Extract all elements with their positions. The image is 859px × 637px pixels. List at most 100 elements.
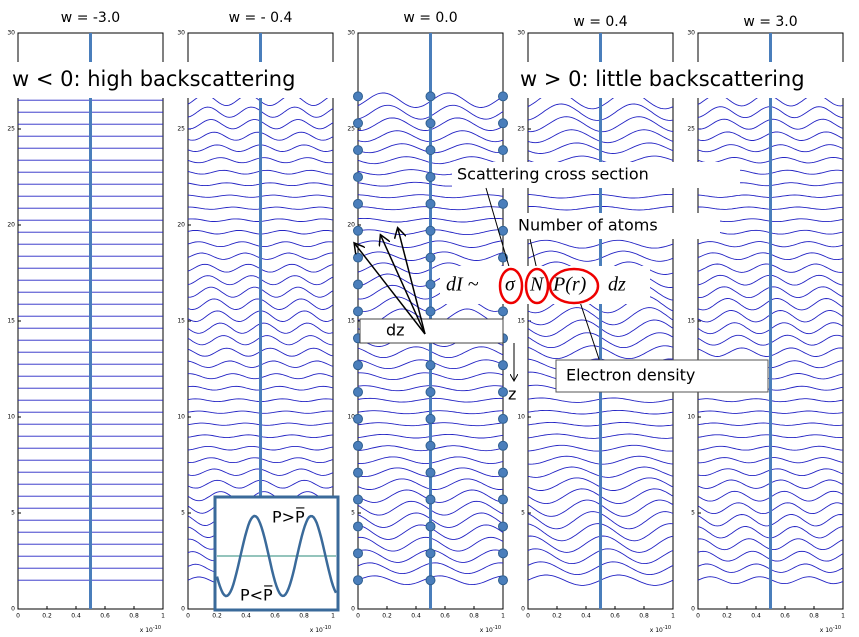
atom xyxy=(353,198,363,209)
y-tick-label: 30 xyxy=(517,30,525,37)
leader xyxy=(485,187,511,271)
atom xyxy=(353,467,363,478)
atom xyxy=(353,548,363,559)
label-bg xyxy=(555,359,769,393)
x-tick-label: 0 xyxy=(356,613,360,620)
atom xyxy=(425,521,436,532)
x-tick-label: 0.4 xyxy=(751,613,761,620)
label-bg xyxy=(452,162,740,188)
z-label: z xyxy=(508,385,516,404)
x-multiplier-exp: -10 xyxy=(153,625,161,631)
y-tick-label: 0 xyxy=(181,606,185,613)
atom xyxy=(353,413,363,424)
y-tick-label: 0 xyxy=(691,606,695,613)
atom xyxy=(353,91,363,102)
leader xyxy=(579,301,601,363)
formula: dI ~ xyxy=(446,274,479,296)
x-tick-label: 0 xyxy=(16,613,20,620)
atom xyxy=(353,360,363,371)
x-multiplier-base: x 10 xyxy=(310,627,323,634)
panel-title: w = -3.0 xyxy=(61,10,120,26)
x-tick-label: 0.8 xyxy=(639,613,649,620)
y-tick-label: 25 xyxy=(687,126,695,133)
atom xyxy=(353,172,363,182)
formula: N xyxy=(529,274,545,296)
inset xyxy=(213,495,340,612)
y-tick-label: 30 xyxy=(687,30,695,37)
formula: σ xyxy=(505,274,516,296)
x-tick-label: 0.8 xyxy=(129,613,139,620)
atom xyxy=(498,91,508,102)
panel-title: w = 0.4 xyxy=(573,14,627,30)
x-multiplier-base: x 10 xyxy=(820,627,833,634)
x-tick-label: 0 xyxy=(526,613,530,620)
atom xyxy=(425,548,436,559)
x-tick-label: 0.6 xyxy=(270,613,280,620)
arrow xyxy=(398,229,426,335)
y-tick-label: 0 xyxy=(351,606,355,613)
atom xyxy=(353,575,363,586)
atom xyxy=(425,118,436,129)
highlight xyxy=(524,267,550,305)
atom xyxy=(425,172,436,182)
y-tick-label: 15 xyxy=(177,318,185,325)
annotation: Scattering cross section xyxy=(457,165,649,184)
label-bg xyxy=(514,213,720,239)
atom xyxy=(498,360,508,371)
annotations: w < 0: high backscattering w > 0: little… xyxy=(8,62,857,612)
atom xyxy=(425,440,436,451)
atom xyxy=(353,387,363,398)
x-multiplier-base: x 10 xyxy=(650,627,663,634)
atom xyxy=(498,575,508,586)
panel-title: w = 0.0 xyxy=(403,10,457,26)
y-tick-label: 5 xyxy=(11,510,15,517)
atom xyxy=(498,413,508,424)
arrow xyxy=(355,244,426,335)
x-tick-label: 0.2 xyxy=(42,613,52,620)
y-tick-label: 20 xyxy=(347,222,355,229)
x-multiplier: x 10-10 xyxy=(140,625,161,634)
atom xyxy=(498,467,508,478)
atom xyxy=(498,118,508,129)
atom xyxy=(498,306,508,317)
x-tick-label: 0.2 xyxy=(722,613,732,620)
x-multiplier: x 10-10 xyxy=(820,625,841,634)
y-tick-label: 0 xyxy=(11,606,15,613)
leader xyxy=(529,238,538,271)
inset-label: P>P̅ xyxy=(272,508,305,527)
atom xyxy=(498,145,508,156)
dz-box xyxy=(359,318,504,344)
atom xyxy=(425,467,436,478)
x-multiplier-exp: -10 xyxy=(323,625,331,631)
x-tick-label: 0.6 xyxy=(440,613,450,620)
y-tick-label: 10 xyxy=(687,414,695,421)
y-tick-label: 5 xyxy=(181,510,185,517)
x-tick-label: 0.8 xyxy=(809,613,819,620)
x-tick-label: 1 xyxy=(331,613,335,620)
panel-title: w = - 0.4 xyxy=(229,10,293,26)
annotation: Electron density xyxy=(566,366,695,385)
atom xyxy=(425,387,436,398)
x-tick-label: 0.2 xyxy=(382,613,392,620)
x-tick-label: 1 xyxy=(841,613,845,620)
x-tick-label: 0.4 xyxy=(71,613,81,620)
y-tick-label: 15 xyxy=(687,318,695,325)
y-tick-label: 15 xyxy=(7,318,15,325)
x-multiplier-exp: -10 xyxy=(493,625,501,631)
atom xyxy=(353,145,363,156)
label-bg xyxy=(8,62,346,98)
x-tick-label: 0.8 xyxy=(469,613,479,620)
highlight xyxy=(548,267,600,305)
y-tick-label: 25 xyxy=(347,126,355,133)
x-tick-label: 0.8 xyxy=(299,613,309,620)
x-tick-label: 0.6 xyxy=(780,613,790,620)
label-bg xyxy=(515,62,857,98)
y-tick-label: 20 xyxy=(177,222,185,229)
x-multiplier-exp: -10 xyxy=(833,625,841,631)
x-tick-label: 0.2 xyxy=(552,613,562,620)
atom xyxy=(498,521,508,532)
atom xyxy=(425,575,436,586)
atom xyxy=(353,252,363,263)
